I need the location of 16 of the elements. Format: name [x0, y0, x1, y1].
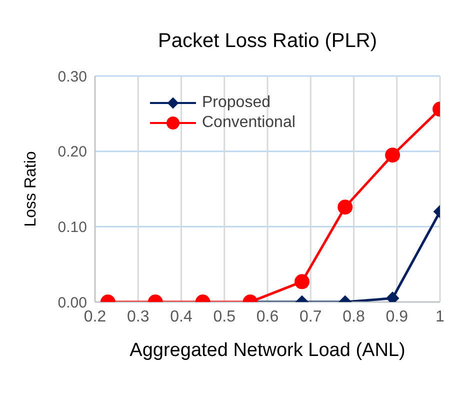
y-tick-label: 0.20	[58, 144, 87, 161]
chart-title: Packet Loss Ratio (PLR)	[157, 30, 378, 53]
x-tick-label: 0.3	[127, 308, 150, 326]
x-tick-label: 0.9	[386, 308, 408, 326]
y-axis-title: Loss Ratio	[22, 151, 40, 227]
x-tick-label: 0.4	[170, 308, 192, 326]
x-tick-label: 0.7	[300, 308, 322, 326]
legend-label: Proposed	[202, 94, 270, 112]
x-tick-label: 0.6	[256, 308, 279, 326]
legend-label: Conventional	[202, 114, 296, 132]
x-axis-title: Aggregated Network Load (ANL)	[130, 340, 406, 361]
y-tick-label: 0.30	[58, 68, 87, 86]
x-tick-label: 1	[436, 308, 445, 326]
x-tick-label: 0.8	[342, 308, 365, 326]
x-tick-label: 0.5	[213, 308, 236, 326]
y-tick-label: 0.10	[58, 218, 87, 236]
